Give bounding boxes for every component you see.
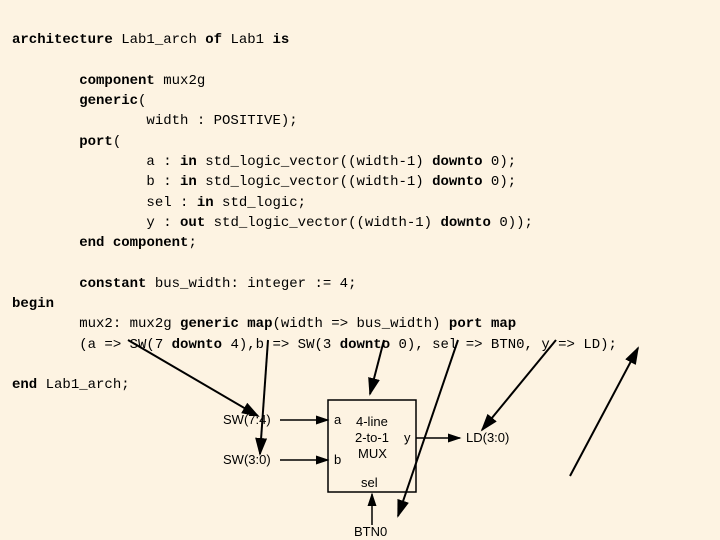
txt: Lab1_arch; <box>37 377 129 393</box>
txt: a : <box>146 154 180 170</box>
kw-port: port <box>79 134 113 150</box>
txt: Lab1 <box>222 32 272 48</box>
txt: std_logic; <box>214 195 306 211</box>
kw-is: is <box>272 32 289 48</box>
txt: std_logic_vector((width-1) <box>205 215 440 231</box>
txt: 0); <box>483 154 517 170</box>
txt: y : <box>146 215 180 231</box>
txt: (width => bus_width) <box>272 316 448 332</box>
txt: 0), sel => BTN0, y => LD); <box>390 337 617 353</box>
txt: width : POSITIVE); <box>146 113 297 129</box>
kw-downto: downto <box>432 154 482 170</box>
label-a: a <box>334 412 341 427</box>
txt <box>483 316 491 332</box>
txt: 0); <box>483 174 517 190</box>
txt: ( <box>113 134 121 150</box>
kw-map: map <box>247 316 272 332</box>
kw-port: port <box>449 316 483 332</box>
kw-downto: downto <box>340 337 390 353</box>
kw-out: out <box>180 215 205 231</box>
label-y: y <box>404 430 411 445</box>
kw-constant: constant <box>79 276 146 292</box>
txt <box>104 235 112 251</box>
txt <box>239 316 247 332</box>
txt: 4),b => SW(3 <box>222 337 340 353</box>
kw-in: in <box>197 195 214 211</box>
txt: std_logic_vector((width-1) <box>197 154 432 170</box>
kw-generic: generic <box>79 93 138 109</box>
label-sw74: SW(7:4) <box>223 412 271 427</box>
txt: bus_width: integer := 4; <box>146 276 356 292</box>
code-block: architecture Lab1_arch of Lab1 is compon… <box>0 0 720 406</box>
txt: Lab1_arch <box>113 32 205 48</box>
label-sel: sel <box>361 475 378 490</box>
kw-downto: downto <box>441 215 491 231</box>
label-btn0: BTN0 <box>354 524 387 539</box>
txt: b : <box>146 174 180 190</box>
txt: ; <box>188 235 196 251</box>
kw-begin: begin <box>12 296 54 312</box>
label-sw30: SW(3:0) <box>223 452 271 467</box>
kw-generic: generic <box>180 316 239 332</box>
kw-map: map <box>491 316 516 332</box>
txt: mux2g <box>155 73 205 89</box>
txt: std_logic_vector((width-1) <box>197 174 432 190</box>
kw-in: in <box>180 174 197 190</box>
txt: sel : <box>146 195 196 211</box>
label-ld30: LD(3:0) <box>466 430 509 445</box>
kw-of: of <box>205 32 222 48</box>
label-b: b <box>334 452 341 467</box>
kw-component: component <box>79 73 155 89</box>
txt: mux2: mux2g <box>79 316 180 332</box>
label-t3: MUX <box>358 446 387 461</box>
kw-downto: downto <box>172 337 222 353</box>
txt: (a => SW(7 <box>79 337 171 353</box>
kw-downto: downto <box>432 174 482 190</box>
kw-architecture: architecture <box>12 32 113 48</box>
kw-end: end <box>79 235 104 251</box>
txt: 0)); <box>491 215 533 231</box>
kw-component: component <box>113 235 189 251</box>
txt: ( <box>138 93 146 109</box>
label-t2: 2-to-1 <box>355 430 389 445</box>
kw-in: in <box>180 154 197 170</box>
kw-end: end <box>12 377 37 393</box>
label-t1: 4-line <box>356 414 388 429</box>
